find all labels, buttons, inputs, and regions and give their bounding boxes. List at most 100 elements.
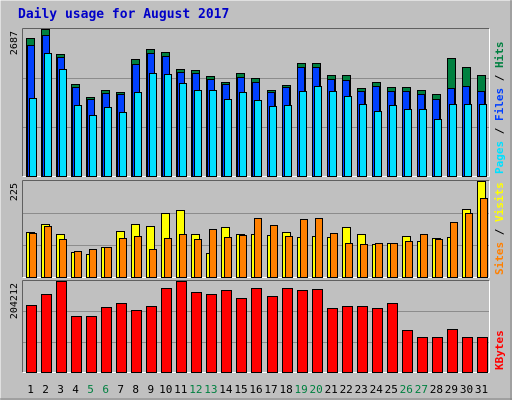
bar-sites (285, 236, 293, 278)
bar-kbytes (462, 337, 473, 373)
x-tick-label: 29 (445, 383, 458, 396)
x-tick-label: 20 (309, 383, 322, 396)
bar-sites (390, 243, 398, 278)
bar-sites (44, 226, 52, 278)
bar-kbytes (41, 294, 52, 373)
panel-2-legend-part: / (493, 228, 506, 242)
panel-2-legend-part: Visits (493, 182, 506, 228)
bar-pages (59, 69, 67, 177)
bar-pages (434, 119, 442, 177)
bar-kbytes (161, 288, 172, 373)
bar-kbytes (417, 337, 428, 373)
bar-sites (375, 243, 383, 278)
bar-sites (59, 239, 67, 278)
bar-kbytes (327, 308, 338, 373)
x-tick-label: 2 (42, 383, 49, 396)
bar-sites (300, 219, 308, 278)
bar-sites (405, 241, 413, 278)
bar-pages (359, 104, 367, 177)
bar-sites (149, 249, 157, 278)
bar-sites (239, 235, 247, 278)
bar-kbytes (447, 329, 458, 373)
bar-pages (179, 83, 187, 177)
panel-1-legend-part: Hits (493, 42, 506, 75)
bar-kbytes (56, 281, 67, 373)
bar-kbytes (191, 292, 202, 373)
x-tick-label: 22 (340, 383, 353, 396)
bar-pages (224, 99, 232, 177)
bar-kbytes (146, 306, 157, 373)
x-tick-label: 9 (147, 383, 154, 396)
bar-pages (209, 90, 217, 177)
x-tick-label: 26 (400, 383, 413, 396)
bar-pages (464, 104, 472, 177)
bar-sites (134, 236, 142, 278)
x-tick-label: 15 (234, 383, 247, 396)
bar-kbytes (267, 296, 278, 373)
bar-pages (149, 73, 157, 177)
bar-kbytes (176, 281, 187, 373)
bar-pages (344, 96, 352, 177)
bar-sites (465, 213, 473, 278)
bar-pages (374, 111, 382, 177)
bar-sites (29, 233, 37, 278)
x-tick-label: 24 (370, 383, 384, 396)
x-tick-label: 3 (57, 383, 64, 396)
bar-sites (74, 251, 82, 278)
panel-1-legend-part: Files (493, 88, 506, 128)
panel-3-legend-part: KBytes (493, 330, 506, 370)
x-tick-label: 21 (325, 383, 338, 396)
panel-2-legend: Sites / Visits (493, 182, 506, 275)
bar-pages (194, 90, 202, 177)
bar-pages (239, 92, 247, 177)
bar-sites (179, 234, 187, 278)
panel-1-ymax-label: 2687 (9, 31, 20, 55)
bar-sites (119, 238, 127, 278)
bar-kbytes (86, 316, 97, 373)
panel-2-ymax-label: 225 (9, 183, 20, 201)
bar-pages (449, 104, 457, 177)
x-tick-label: 5 (87, 383, 94, 396)
x-tick-label: 4 (72, 383, 79, 396)
bar-pages (254, 100, 262, 177)
bar-sites (270, 225, 278, 278)
x-tick-label: 13 (204, 383, 217, 396)
x-tick-label: 25 (385, 383, 398, 396)
bar-pages (329, 91, 337, 177)
bar-pages (134, 92, 142, 177)
bar-pages (404, 109, 412, 177)
bar-kbytes (312, 289, 323, 373)
bar-pages (29, 98, 37, 177)
bar-kbytes (101, 307, 112, 373)
bar-kbytes (372, 308, 383, 373)
bar-sites (480, 198, 488, 278)
bar-sites (254, 218, 262, 278)
x-tick-label: 31 (475, 383, 488, 396)
bar-pages (74, 105, 82, 177)
panel-1-legend-part: / (493, 74, 506, 88)
bar-kbytes (282, 288, 293, 373)
bar-kbytes (432, 337, 443, 373)
x-tick-label: 19 (294, 383, 307, 396)
panel-1-legend-part: Pages (493, 141, 506, 174)
bar-pages (389, 105, 397, 177)
x-tick-label: 18 (279, 383, 292, 396)
x-tick-label: 17 (264, 383, 277, 396)
bar-kbytes (297, 290, 308, 373)
panel-3-legend: KBytes (493, 330, 506, 370)
bar-sites (89, 249, 97, 278)
bar-sites (450, 222, 458, 278)
bar-kbytes (402, 330, 413, 373)
bar-sites (224, 237, 232, 278)
bar-sites (345, 243, 353, 278)
bar-pages (44, 53, 52, 177)
bar-kbytes (221, 290, 232, 373)
bar-kbytes (71, 316, 82, 373)
bar-pages (284, 105, 292, 177)
bar-pages (419, 109, 427, 177)
panel-3-ymax-label: 204212 (9, 283, 20, 319)
bar-pages (299, 91, 307, 177)
x-tick-label: 7 (117, 383, 124, 396)
bar-pages (89, 115, 97, 177)
